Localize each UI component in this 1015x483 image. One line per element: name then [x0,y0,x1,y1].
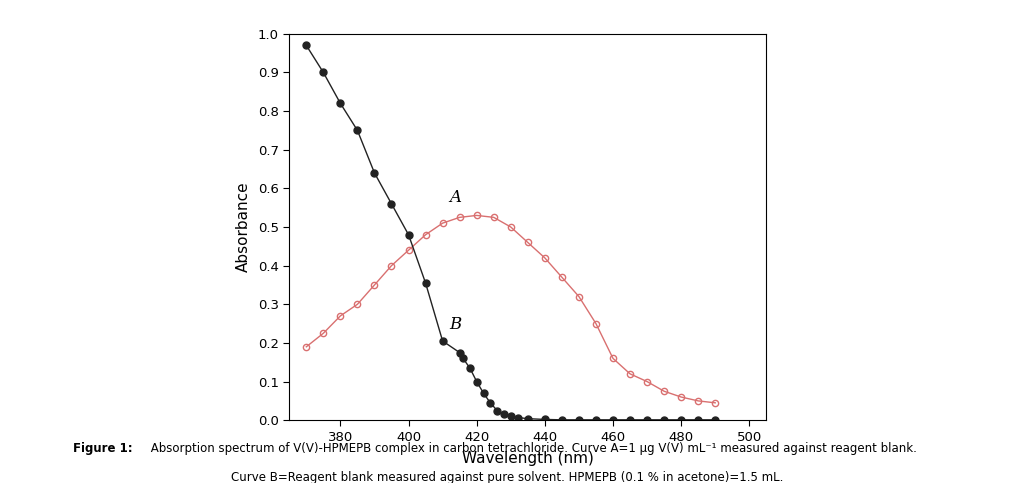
Text: Absorption spectrum of V(V)-HPMEPB complex in carbon tetrachloride. Curve A=1 μg: Absorption spectrum of V(V)-HPMEPB compl… [147,442,917,455]
X-axis label: Wavelength (nm): Wavelength (nm) [462,451,594,466]
Text: B: B [450,316,462,333]
Text: A: A [450,189,462,206]
Text: Curve B=Reagent blank measured against pure solvent. HPMEPB (0.1 % in acetone)=1: Curve B=Reagent blank measured against p… [231,471,784,483]
Text: Figure 1:: Figure 1: [73,442,133,455]
Y-axis label: Absorbance: Absorbance [235,182,251,272]
